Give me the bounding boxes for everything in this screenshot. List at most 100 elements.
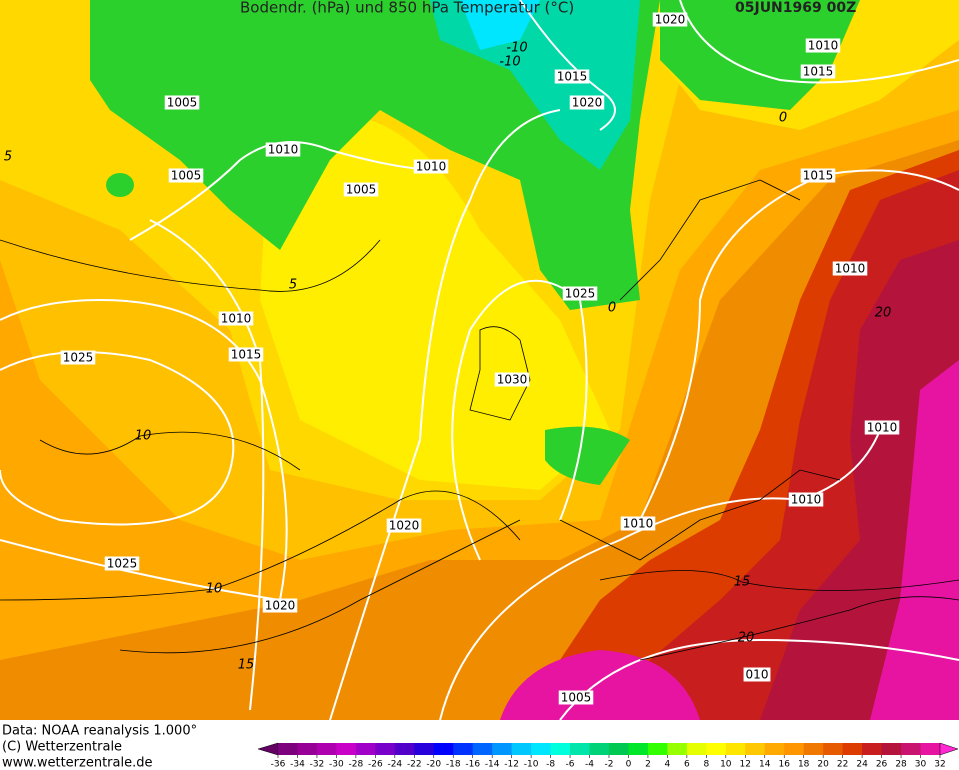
- colorbar-segment: [823, 743, 844, 755]
- isobar-label-box: [743, 667, 771, 682]
- colorbar-tick-label: 0: [626, 760, 632, 770]
- isobar-label: 010: [746, 668, 769, 682]
- colorbar-tick-label: -36: [271, 760, 286, 770]
- colorbar-tick-label: 8: [703, 760, 709, 770]
- colorbar-segment: [920, 743, 941, 755]
- colorbar-tick-label: -32: [310, 760, 325, 770]
- isobar-label: 1010: [808, 39, 839, 53]
- isobar-label: 1010: [835, 262, 866, 276]
- colorbar-tick-label: -22: [407, 760, 422, 770]
- isobar-label-box: [569, 95, 605, 110]
- isobar-label: 1010: [416, 160, 447, 174]
- colorbar-segment: [901, 743, 922, 755]
- colorbar-segment: [784, 743, 805, 755]
- isobar-label: 1005: [167, 96, 198, 110]
- colorbar-tick-label: -10: [524, 760, 539, 770]
- isobar-label: 1010: [221, 312, 252, 326]
- colorbar-segment: [316, 743, 337, 755]
- isobar-label-box: [788, 492, 824, 507]
- colorbar-tick-label: -6: [566, 760, 575, 770]
- isobar-label-box: [558, 690, 594, 705]
- isobar-label-box: [218, 311, 254, 326]
- footer-line: www.wetterzentrale.de: [2, 756, 152, 770]
- isobar-label: 1025: [107, 557, 138, 571]
- colorbar-tick-label: 10: [720, 760, 732, 770]
- isobar-label-box: [265, 142, 301, 157]
- isobar-label: 1010: [623, 517, 654, 531]
- isotherm-label: 0: [608, 301, 616, 316]
- isobar-label: 1020: [655, 13, 686, 27]
- isobar-label-box: [554, 69, 590, 84]
- colorbar-tick-label: 28: [895, 760, 907, 770]
- colorbar-segment: [355, 743, 376, 755]
- colorbar-tick-label: 26: [876, 760, 888, 770]
- colorbar-segment: [667, 743, 688, 755]
- isotherm-label: 15: [238, 658, 255, 673]
- isobar-label: 1025: [565, 287, 596, 301]
- colorbar-segment: [803, 743, 824, 755]
- colorbar-segment: [550, 743, 571, 755]
- footer-line: Data: NOAA reanalysis 1.000°: [2, 724, 197, 739]
- colorbar-segment: [842, 743, 863, 755]
- temperature-field: [0, 0, 959, 720]
- map-date: 05JUN1969 00Z: [735, 0, 856, 16]
- isobar-label: 1025: [63, 351, 94, 365]
- isotherm-label: 5: [289, 278, 297, 293]
- colorbar-tick-label: -24: [387, 760, 402, 770]
- isobar-label: 1030: [497, 373, 528, 387]
- isobar-label-box: [343, 182, 379, 197]
- colorbar-segment: [492, 743, 513, 755]
- colorbar-segment: [881, 743, 902, 755]
- colorbar-tick-label: -2: [604, 760, 613, 770]
- colorbar-segment: [472, 743, 493, 755]
- colorbar-tick-label: 18: [798, 760, 810, 770]
- map-title: Bodendr. (hPa) und 850 hPa Temperatur (°…: [240, 0, 574, 17]
- isobar-label: 1010: [268, 143, 299, 157]
- colorbar-tick-label: 6: [684, 760, 690, 770]
- colorbar-tick-label: -34: [290, 760, 305, 770]
- colorbar-segment: [278, 743, 298, 755]
- colorbar-segment: [297, 743, 318, 755]
- colorbar-tick-label: -18: [446, 760, 461, 770]
- colorbar-segment: [531, 743, 552, 755]
- colorbar-segment: [570, 743, 591, 755]
- colorbar-segment: [745, 743, 766, 755]
- colorbar-segment: [647, 743, 668, 755]
- colorbar-tick-label: 22: [837, 760, 848, 770]
- colorbar-tick-label: -20: [426, 760, 441, 770]
- colorbar-segment: [589, 743, 610, 755]
- isotherms-and-coasts: [0, 179, 959, 661]
- isobar-label: 1005: [171, 169, 202, 183]
- isotherm-label: -10: [506, 41, 527, 56]
- colorbar-tick-label: -26: [368, 760, 383, 770]
- colorbar-segment: [706, 743, 727, 755]
- colorbar-segment: [433, 743, 454, 755]
- isobar-label-box: [562, 286, 598, 301]
- colorbar-segment: [764, 743, 785, 755]
- colorbar-segment: [628, 743, 649, 755]
- isobar-label: 1020: [265, 599, 296, 613]
- colorbar-tick-label: -4: [585, 760, 594, 770]
- isobar-label-box: [800, 64, 836, 79]
- isobar-label-box: [386, 518, 422, 533]
- isobar-label-box: [228, 347, 264, 362]
- isobar-label: 1010: [791, 493, 822, 507]
- colorbar-tick-label: 16: [778, 760, 790, 770]
- title-group: Bodendr. (hPa) und 850 hPa Temperatur (°…: [240, 0, 856, 17]
- isobar-label-box: [60, 350, 96, 365]
- isobar-label: 1005: [561, 691, 592, 705]
- isobar-label-box: [164, 95, 200, 110]
- isobar-label-box: [800, 168, 836, 183]
- colorbar-tick-label: 24: [856, 760, 868, 770]
- colorbar-tick-label: 4: [665, 760, 671, 770]
- isotherm-label: -10: [499, 55, 520, 70]
- colorbar-segment: [375, 743, 396, 755]
- isobar-label: 1005: [346, 183, 377, 197]
- colorbar-tick-label: -28: [349, 760, 364, 770]
- colorbar-segment: [336, 743, 357, 755]
- colorbar-segment: [725, 743, 746, 755]
- isobar-label-box: [168, 168, 204, 183]
- isotherm-label: 10: [206, 582, 223, 597]
